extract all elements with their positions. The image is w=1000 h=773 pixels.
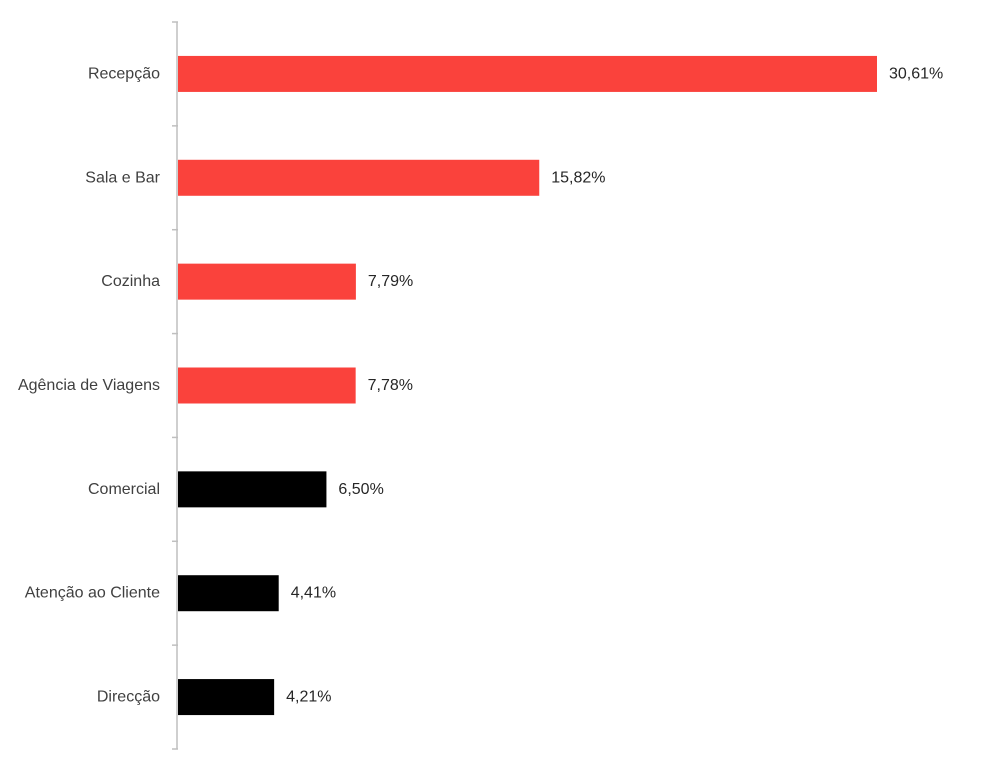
data-label: 6,50% — [338, 481, 383, 498]
data-label: 4,41% — [291, 585, 336, 602]
category-label: Agência de Viagens — [18, 377, 160, 394]
data-label: 4,21% — [286, 689, 331, 706]
data-label: 15,82% — [551, 169, 605, 186]
bar — [178, 55, 877, 92]
category-label: Comercial — [88, 481, 160, 498]
category-label: Recepção — [88, 65, 160, 82]
bar — [178, 575, 279, 612]
bar — [178, 367, 356, 404]
category-axis-ticks — [172, 21, 178, 750]
category-label: Atenção ao Cliente — [25, 585, 160, 602]
data-label: 7,78% — [368, 377, 413, 394]
value-labels: 30,61% 15,82% 7,79% 7,78% 6,50% 4,41% 4,21% — [286, 65, 943, 705]
bar — [178, 471, 327, 508]
category-labels: Recepção Sala e Bar Cozinha Agência de Viag… — [18, 65, 161, 705]
data-label: 7,79% — [368, 273, 413, 290]
category-label: Cozinha — [101, 273, 160, 290]
data-label: 30,61% — [889, 65, 943, 82]
bars-group — [178, 55, 877, 716]
category-label: Sala e Bar — [85, 169, 160, 186]
category-label: Direcção — [97, 689, 160, 706]
bar — [178, 679, 275, 716]
bar — [178, 263, 356, 300]
bar — [178, 159, 540, 196]
